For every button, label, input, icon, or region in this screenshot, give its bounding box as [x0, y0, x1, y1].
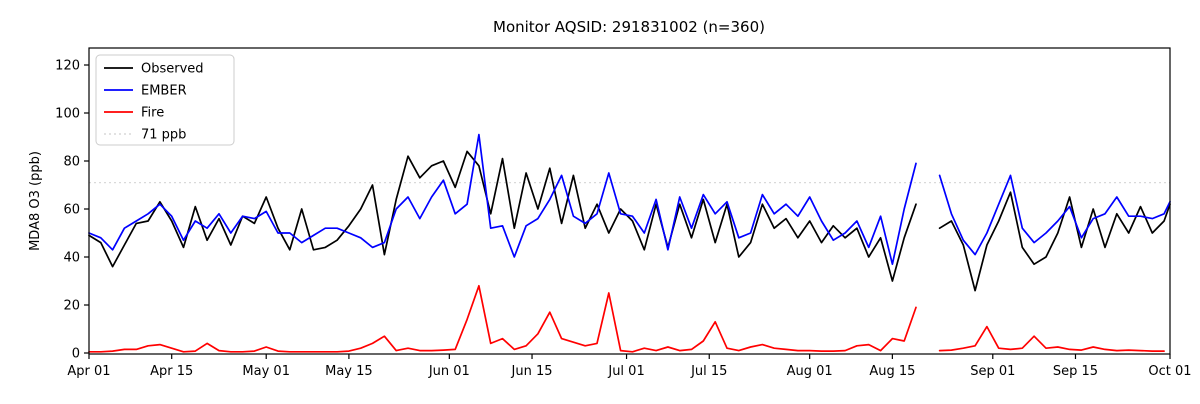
x-tick-label: Aug 01 — [787, 364, 833, 379]
x-tick-label: Jul 15 — [690, 364, 727, 379]
y-tick-label: 40 — [63, 251, 80, 266]
y-tick-label: 60 — [63, 203, 80, 218]
axes-spines — [88, 47, 1171, 355]
series-line-ember — [88, 133, 1171, 266]
legend-label-ember: EMBER — [141, 84, 187, 99]
x-tick-label: Oct 01 — [1148, 364, 1191, 379]
x-tick-label: May 01 — [242, 364, 290, 379]
x-tick-label: Jul 01 — [607, 364, 644, 379]
y-tick-label: 80 — [63, 155, 80, 170]
x-tick-label: Apr 01 — [67, 364, 110, 379]
legend-label-observed: Observed — [141, 62, 204, 77]
plot-area — [89, 48, 1170, 354]
y-tick-label: 120 — [55, 59, 80, 74]
x-tick-label: Sep 01 — [970, 364, 1015, 379]
legend-label-threshold: 71 ppb — [141, 128, 186, 143]
chart-title: Monitor AQSID: 291831002 (n=360) — [493, 18, 765, 36]
y-axis-label: MDA8 O3 (ppb) — [28, 151, 43, 251]
x-tick-label: May 15 — [325, 364, 373, 379]
series-line-fire — [88, 284, 1165, 353]
x-tick-label: Jun 15 — [511, 364, 553, 379]
x-tick-label: Apr 15 — [150, 364, 193, 379]
legend-box — [95, 54, 235, 146]
plot-content: Apr 01 Apr 15 May 01 May 15 Jun 01 Jun 15 Jul … — [55, 59, 1191, 380]
x-tick-label: Sep 15 — [1053, 364, 1098, 379]
y-tick-label: 100 — [55, 107, 80, 122]
legend: Observed EMBER Fire 71 ppb — [95, 54, 235, 146]
y-tick-label: 0 — [72, 347, 80, 362]
x-tick-label: Jun 01 — [428, 364, 470, 379]
y-tick-label: 20 — [63, 299, 80, 314]
legend-label-fire: Fire — [141, 106, 164, 121]
x-tick-label: Aug 15 — [869, 364, 915, 379]
